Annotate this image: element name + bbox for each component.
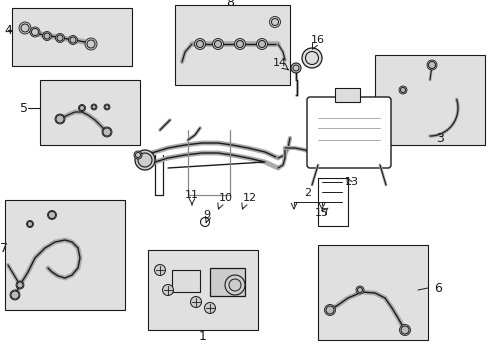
Text: 2: 2	[304, 188, 311, 198]
FancyBboxPatch shape	[306, 97, 390, 168]
Bar	[172, 270, 200, 292]
Text: 11: 11	[184, 190, 199, 200]
Circle shape	[162, 284, 173, 296]
Text: 14: 14	[272, 58, 286, 68]
Text: 7: 7	[0, 242, 8, 255]
Circle shape	[85, 38, 97, 50]
Text: 9: 9	[203, 210, 210, 220]
Bar	[209, 268, 244, 296]
Circle shape	[55, 33, 64, 42]
Circle shape	[104, 104, 110, 110]
Circle shape	[426, 60, 436, 70]
Circle shape	[30, 27, 40, 37]
Circle shape	[154, 265, 165, 275]
Text: 5: 5	[20, 102, 28, 114]
Circle shape	[234, 39, 245, 49]
Bar	[374, 55, 484, 145]
Circle shape	[398, 86, 406, 94]
Circle shape	[47, 211, 57, 220]
Text: 1: 1	[199, 330, 206, 343]
Text: 10: 10	[219, 193, 232, 203]
Circle shape	[102, 127, 112, 137]
Text: 16: 16	[310, 35, 325, 45]
Circle shape	[55, 114, 65, 124]
Circle shape	[190, 297, 201, 307]
Bar	[175, 5, 289, 85]
Circle shape	[91, 104, 97, 110]
Circle shape	[19, 22, 31, 34]
Bar	[40, 80, 140, 145]
Text: 13: 13	[345, 177, 358, 187]
Bar	[12, 8, 132, 66]
Circle shape	[302, 48, 321, 68]
Circle shape	[68, 36, 77, 45]
Circle shape	[355, 286, 363, 294]
Circle shape	[134, 151, 142, 159]
Bar	[5, 200, 125, 310]
Circle shape	[135, 150, 155, 170]
Circle shape	[269, 17, 280, 27]
Text: 15: 15	[314, 208, 328, 218]
Circle shape	[399, 324, 409, 336]
Circle shape	[42, 31, 51, 40]
Circle shape	[224, 275, 244, 295]
Text: 12: 12	[243, 193, 257, 203]
Bar	[317, 178, 347, 226]
Text: 4: 4	[4, 23, 12, 36]
Circle shape	[212, 39, 223, 49]
Circle shape	[26, 220, 34, 228]
Circle shape	[16, 281, 24, 289]
Circle shape	[256, 39, 267, 49]
Bar	[334, 88, 359, 102]
Circle shape	[79, 104, 85, 112]
Circle shape	[194, 39, 205, 49]
Circle shape	[204, 302, 215, 314]
Bar	[317, 245, 427, 340]
Text: 3: 3	[435, 131, 443, 144]
Circle shape	[10, 290, 20, 300]
Text: 8: 8	[225, 0, 234, 9]
Bar	[148, 250, 258, 330]
Circle shape	[324, 305, 335, 315]
Circle shape	[290, 63, 301, 73]
Text: 6: 6	[433, 282, 441, 294]
